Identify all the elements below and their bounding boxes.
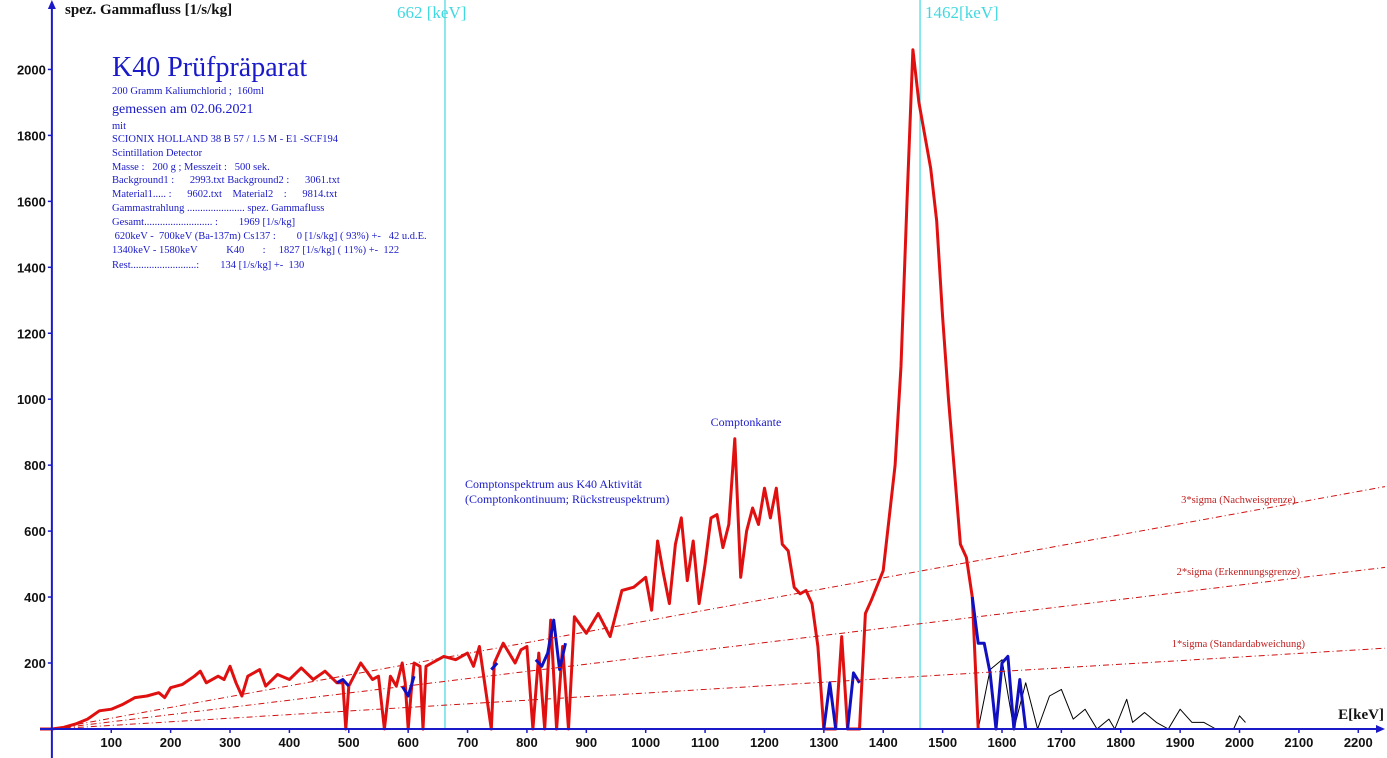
x-tick-label: 300 [219, 735, 241, 750]
x-tick-label: 1700 [1047, 735, 1076, 750]
y-tick-label: 1200 [17, 326, 46, 341]
threshold-line [51, 647, 1386, 730]
x-tick-label: 500 [338, 735, 360, 750]
info-line: Rest.........................: 134 [1/s/… [112, 260, 304, 271]
y-tick-label: 600 [24, 524, 46, 539]
y-tick-label: 2000 [17, 62, 46, 77]
x-tick-label: 2200 [1344, 735, 1373, 750]
spectrum-line [336, 596, 1028, 731]
x-tick-label: 100 [100, 735, 122, 750]
x-tick-label: 600 [397, 735, 419, 750]
info-line: 620keV - 700keV (Ba-137m) Cs137 : 0 [1/s… [112, 231, 427, 242]
info-line: gemessen am 02.06.2021 [112, 102, 254, 117]
x-tick-label: 1800 [1106, 735, 1135, 750]
y-tick-label: 1400 [17, 260, 46, 275]
reference-label: 1462[keV] [925, 3, 999, 22]
y-tick-label: 1600 [17, 194, 46, 209]
info-line: Gesamt.......................... : 1969 … [112, 217, 295, 228]
x-tick-label: 1500 [928, 735, 957, 750]
x-tick-label: 1600 [988, 735, 1017, 750]
x-axis-label: E[keV] [1338, 707, 1384, 723]
x-tick-label: 2100 [1284, 735, 1313, 750]
info-line: 200 Gramm Kaliumchlorid ; 160ml [112, 86, 264, 97]
x-tick-label: 900 [575, 735, 597, 750]
info-line: 1340keV - 1580keV K40 : 1827 [1/s/kg] ( … [112, 245, 399, 256]
threshold-label: 1*sigma (Standardabweichung) [1172, 639, 1306, 650]
annotation: Comptonkante [711, 415, 782, 429]
chart-title: K40 Prüfpräparat [112, 52, 307, 83]
info-line: Gammastrahlung ...................... sp… [112, 203, 324, 214]
info-line: Masse : 200 g ; Messzeit : 500 sek. [112, 162, 270, 173]
x-tick-label: 200 [160, 735, 182, 750]
y-tick-label: 200 [24, 656, 46, 671]
info-line: Material1..... : 9602.txt Material2 : 98… [112, 189, 337, 200]
info-line: Background1 : 2993.txt Background2 : 306… [112, 175, 340, 186]
info-line: SCIONIX HOLLAND 38 B 57 / 1.5 M - E1 -SC… [112, 134, 339, 145]
info-line: mit [112, 121, 126, 132]
y-axis-arrow [47, 0, 56, 9]
threshold-label: 2*sigma (Erkennungsgrenze) [1177, 567, 1301, 578]
x-tick-label: 800 [516, 735, 538, 750]
threshold-line [51, 566, 1386, 730]
y-tick-label: 800 [24, 458, 46, 473]
reference-label: 662 [keV] [397, 3, 466, 22]
y-tick-label: 1000 [17, 392, 46, 407]
x-tick-label: 1300 [809, 735, 838, 750]
x-tick-label: 400 [279, 735, 301, 750]
x-tick-label: 1200 [750, 735, 779, 750]
threshold-label: 3*sigma (Nachweisgrenze) [1181, 495, 1296, 506]
x-tick-label: 1400 [869, 735, 898, 750]
x-tick-label: 1900 [1166, 735, 1195, 750]
y-tick-label: 1800 [17, 128, 46, 143]
threshold-line [51, 486, 1386, 730]
x-tick-label: 1000 [631, 735, 660, 750]
x-tick-label: 2000 [1225, 735, 1254, 750]
annotation: (Comptonkontinuum; Rückstreuspektrum) [465, 492, 669, 506]
info-line: Scintillation Detector [112, 148, 203, 159]
annotation: Comptonspektrum aus K40 Aktivität [465, 477, 643, 491]
x-axis-arrow [1376, 724, 1385, 733]
y-tick-label: 400 [24, 590, 46, 605]
x-tick-label: 700 [457, 735, 479, 750]
y-axis-label: spez. Gammafluss [1/s/kg] [65, 2, 232, 18]
x-tick-label: 1100 [691, 735, 719, 750]
